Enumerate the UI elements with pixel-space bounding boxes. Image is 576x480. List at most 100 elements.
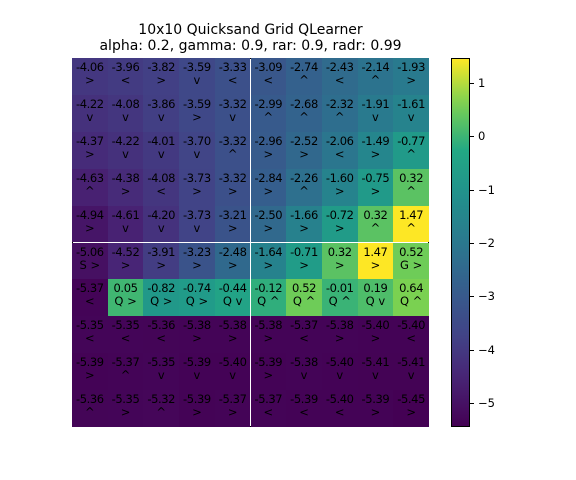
- heatmap-cell: -3.32 ^: [214, 131, 251, 169]
- heatmap-cell: -5.37 <: [72, 279, 108, 317]
- colorbar-tick: [470, 296, 474, 298]
- cell-value-label: -3.73: [183, 207, 211, 222]
- cell-value-label: -1.93: [397, 60, 426, 74]
- cell-value-label: -3.32: [218, 170, 247, 185]
- cell-value-label: -5.37: [75, 281, 104, 296]
- cell-value-label: -4.08: [147, 170, 176, 185]
- heatmap-cell: -1.64 >: [250, 242, 287, 280]
- cell-value-label: -5.40: [218, 355, 247, 370]
- cell-action-label: >: [227, 183, 238, 198]
- cell-action-label: >: [263, 331, 274, 346]
- cell-value-label: -0.77: [397, 133, 426, 148]
- heatmap-cell: -1.49 >: [357, 131, 394, 169]
- heatmap-cell: -5.39 <: [286, 390, 322, 427]
- cell-action-label: >: [85, 146, 95, 161]
- cell-action-label: >: [370, 183, 381, 198]
- cell-value-label: -5.35: [75, 318, 104, 333]
- heatmap-cell: -5.39 >: [72, 353, 108, 391]
- heatmap-cell: -3.59 v: [179, 58, 215, 95]
- cell-action-label: G >: [400, 257, 423, 272]
- cell-value-label: -4.06: [75, 60, 104, 74]
- cell-value-label: -5.35: [111, 318, 140, 333]
- cell-action-label: >: [192, 109, 202, 124]
- cell-action-label: ^: [85, 405, 95, 420]
- cell-value-label: -2.96: [254, 133, 283, 148]
- heatmap-cell: -3.59 >: [179, 94, 215, 132]
- heatmap-cell: -2.84 >: [250, 168, 287, 206]
- cell-value-label: -4.37: [75, 133, 104, 148]
- cell-action-label: ^: [227, 146, 238, 161]
- heatmap-cell: -5.40 <: [321, 390, 358, 427]
- cell-action-label: v: [407, 368, 415, 383]
- cell-action-label: >: [370, 257, 381, 272]
- cell-value-label: -2.68: [290, 96, 318, 111]
- cell-action-label: ^: [85, 183, 95, 198]
- cell-action-label: >: [156, 73, 167, 87]
- heatmap-cell: -5.37 <: [250, 390, 287, 427]
- cell-value-label: 0.52: [399, 244, 424, 259]
- cell-value-label: 0.64: [399, 281, 424, 296]
- cell-value-label: 0.19: [363, 281, 388, 296]
- cell-value-label: 0.32: [327, 244, 352, 259]
- cell-value-label: -3.86: [147, 96, 176, 111]
- cell-action-label: >: [227, 405, 238, 420]
- cell-value-label: -5.41: [361, 355, 390, 370]
- cell-value-label: -0.12: [254, 281, 283, 296]
- cell-action-label: >: [263, 220, 274, 235]
- heatmap-cell: -0.71 >: [286, 242, 322, 280]
- cell-value-label: -4.22: [75, 96, 104, 111]
- cell-action-label: <: [299, 405, 309, 420]
- heatmap-cell: -2.68 ^: [286, 94, 322, 132]
- cell-action-label: >: [227, 331, 238, 346]
- cell-value-label: -3.96: [111, 60, 140, 74]
- cell-value-label: -0.75: [361, 170, 390, 185]
- heatmap-cell: -3.96 <: [107, 58, 144, 95]
- heatmap-cell: -4.94 >: [72, 205, 108, 243]
- cell-action-label: ^: [370, 220, 381, 235]
- cell-value-label: -3.91: [147, 244, 176, 259]
- cell-value-label: -5.36: [75, 392, 104, 407]
- heatmap-cell: -4.38 >: [107, 168, 144, 206]
- heatmap-cell: -3.82 >: [143, 58, 180, 95]
- heatmap-cell: -5.39 v: [179, 353, 215, 391]
- cell-action-label: <: [334, 405, 345, 420]
- cell-action-label: >: [334, 183, 345, 198]
- cell-action-label: v: [193, 146, 201, 161]
- cell-value-label: -4.20: [147, 207, 176, 222]
- cell-action-label: ^: [263, 109, 274, 124]
- heatmap-cell: -2.43 <: [321, 58, 358, 95]
- heatmap-cell: -1.66 >: [286, 205, 322, 243]
- cell-value-label: -5.37: [290, 318, 318, 333]
- cell-value-label: 0.05: [113, 281, 138, 296]
- cell-value-label: -5.38: [254, 318, 283, 333]
- cell-action-label: >: [299, 146, 309, 161]
- cell-action-label: >: [299, 220, 309, 235]
- cell-value-label: -3.32: [218, 133, 247, 148]
- cell-value-label: -1.61: [397, 96, 426, 111]
- cell-value-label: -4.61: [111, 207, 140, 222]
- cell-value-label: -2.50: [254, 207, 283, 222]
- cell-value-label: 0.32: [399, 170, 424, 185]
- cell-value-label: -5.40: [325, 355, 354, 370]
- heatmap-cell: -3.33 <: [214, 58, 251, 95]
- cell-action-label: >: [334, 220, 345, 235]
- cell-value-label: -5.39: [183, 392, 211, 407]
- heatmap-cell: -1.60 >: [321, 168, 358, 206]
- heatmap-cell: -5.35 <: [107, 316, 144, 354]
- cell-action-label: Q ^: [257, 294, 280, 309]
- cell-value-label: -5.40: [325, 392, 354, 407]
- cell-action-label: >: [370, 331, 381, 346]
- cell-action-label: Q >: [114, 294, 137, 309]
- heatmap-grid: -4.06 > -3.96 < -3.82 > -3.59 v -3.33 < -3.09 < -2.7…: [72, 58, 429, 427]
- cell-action-label: <: [299, 331, 309, 346]
- heatmap-cell: -5.35 <: [72, 316, 108, 354]
- heatmap-cell: -5.45 >: [393, 390, 429, 427]
- heatmap-cell: -5.39 >: [250, 353, 287, 391]
- cell-value-label: -5.41: [397, 355, 426, 370]
- heatmap-cell: -1.61 v: [393, 94, 429, 132]
- cell-action-label: Q ^: [292, 294, 316, 309]
- colorbar-tick: [470, 243, 474, 245]
- cell-action-label: Q >: [185, 294, 209, 309]
- cell-value-label: -5.38: [218, 318, 247, 333]
- heatmap-cell: -5.41 v: [393, 353, 429, 391]
